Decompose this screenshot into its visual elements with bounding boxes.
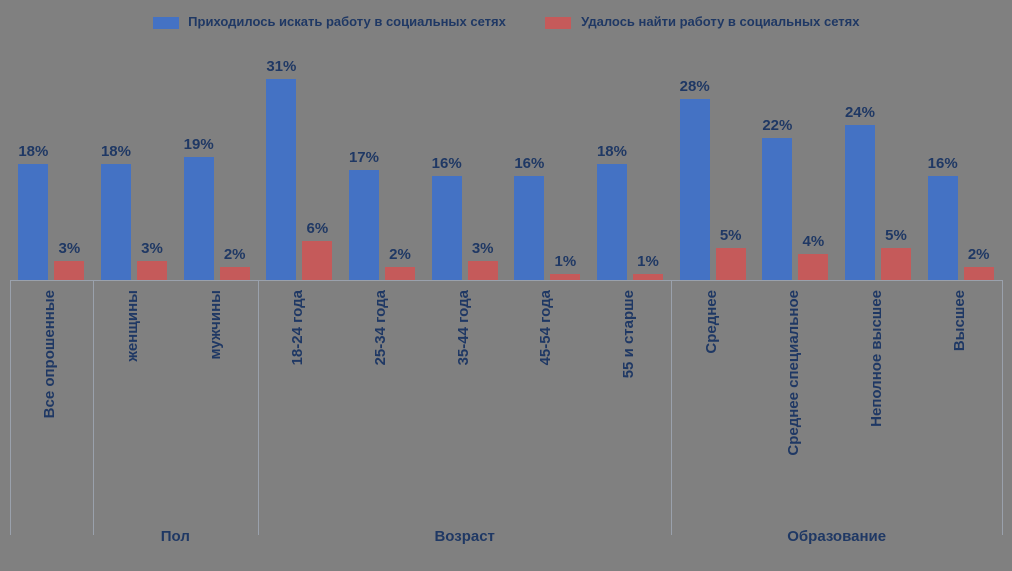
- bar-value-label: 2%: [949, 246, 1009, 263]
- legend-label-0: Приходилось искать работу в социальных с…: [188, 14, 506, 29]
- category-labels: Все опрошенные женщины мужчины 18-24 года 25…: [10, 290, 1002, 500]
- category-label: 35-44 года: [455, 290, 475, 500]
- plot-area: 18%3%18%3%19%2%31%6%17%2%16%3%16%1%18%1%…: [10, 60, 1002, 280]
- bar-value-label: 4%: [783, 233, 843, 250]
- bar-value-label: 3%: [122, 240, 182, 257]
- bar: [54, 261, 84, 280]
- category-label: женщины: [124, 290, 144, 500]
- bar-group: 16%3%: [423, 60, 506, 280]
- group-separator: [93, 280, 94, 535]
- bar-group: 18%3%: [10, 60, 93, 280]
- bar-group: 17%2%: [341, 60, 424, 280]
- category-label: 18-24 года: [289, 290, 309, 500]
- legend-swatch-1: [545, 17, 571, 29]
- category-label: Среднее специальное: [785, 290, 805, 500]
- bar-value-label: 31%: [251, 58, 311, 75]
- bar-value-label: 2%: [370, 246, 430, 263]
- bar: [220, 267, 250, 280]
- bar: [762, 138, 792, 280]
- bar-group: 22%4%: [754, 60, 837, 280]
- bar-value-label: 16%: [913, 155, 973, 172]
- bar-group: 16%2%: [919, 60, 1002, 280]
- bar-value-label: 1%: [618, 253, 678, 270]
- group-separator: [258, 280, 259, 535]
- bar-value-label: 6%: [287, 220, 347, 237]
- bar-group: 18%3%: [93, 60, 176, 280]
- group-label: Пол: [93, 528, 258, 545]
- category-label: 45-54 года: [537, 290, 557, 500]
- bar: [716, 248, 746, 280]
- legend-label-1: Удалось найти работу в социальных сетях: [581, 14, 859, 29]
- bar-value-label: 3%: [453, 240, 513, 257]
- legend-item-1: Удалось найти работу в социальных сетях: [545, 14, 859, 29]
- bar: [137, 261, 167, 280]
- bar-value-label: 16%: [417, 155, 477, 172]
- category-label: Высшее: [951, 290, 971, 500]
- category-label: мужчины: [207, 290, 227, 500]
- bar: [18, 164, 48, 280]
- bar-value-label: 19%: [169, 136, 229, 153]
- bar-value-label: 16%: [499, 155, 559, 172]
- bar: [101, 164, 131, 280]
- bar: [468, 261, 498, 280]
- category-label: 25-34 года: [372, 290, 392, 500]
- category-label: 55 и старше: [620, 290, 640, 500]
- category-label: Среднее: [703, 290, 723, 500]
- bar: [432, 176, 462, 280]
- bar: [302, 241, 332, 280]
- bar-group: 24%5%: [837, 60, 920, 280]
- bar-value-label: 22%: [747, 117, 807, 134]
- bar-value-label: 24%: [830, 104, 890, 121]
- group-label: Образование: [671, 528, 1002, 545]
- bar-group: 19%2%: [175, 60, 258, 280]
- bar: [385, 267, 415, 280]
- bar: [845, 125, 875, 280]
- bar-value-label: 1%: [535, 253, 595, 270]
- category-label: Все опрошенные: [41, 290, 61, 500]
- bar: [798, 254, 828, 280]
- bar-group: 18%1%: [589, 60, 672, 280]
- group-label: Возраст: [258, 528, 671, 545]
- bar: [964, 267, 994, 280]
- bar: [881, 248, 911, 280]
- bar-group: 16%1%: [506, 60, 589, 280]
- bars: 18%3%18%3%19%2%31%6%17%2%16%3%16%1%18%1%…: [10, 60, 1002, 280]
- bar-value-label: 5%: [701, 227, 761, 244]
- legend-item-0: Приходилось искать работу в социальных с…: [153, 14, 506, 29]
- x-axis: [10, 280, 1002, 281]
- group-separator: [1002, 280, 1003, 535]
- bar-value-label: 18%: [86, 143, 146, 160]
- legend: Приходилось искать работу в социальных с…: [0, 14, 1012, 29]
- bar: [680, 99, 710, 280]
- bar: [349, 170, 379, 280]
- bar-value-label: 17%: [334, 149, 394, 166]
- bar: [266, 79, 296, 280]
- bar-value-label: 18%: [582, 143, 642, 160]
- chart-root: Приходилось искать работу в социальных с…: [0, 0, 1012, 571]
- bar-value-label: 5%: [866, 227, 926, 244]
- category-label: Неполное высшее: [868, 290, 888, 500]
- bar-value-label: 3%: [39, 240, 99, 257]
- bar-value-label: 18%: [3, 143, 63, 160]
- bar-group: 28%5%: [671, 60, 754, 280]
- group-separator: [10, 280, 11, 535]
- bar-group: 31%6%: [258, 60, 341, 280]
- legend-swatch-0: [153, 17, 179, 29]
- bar-value-label: 28%: [665, 78, 725, 95]
- group-separator: [671, 280, 672, 535]
- bar-value-label: 2%: [205, 246, 265, 263]
- bar: [928, 176, 958, 280]
